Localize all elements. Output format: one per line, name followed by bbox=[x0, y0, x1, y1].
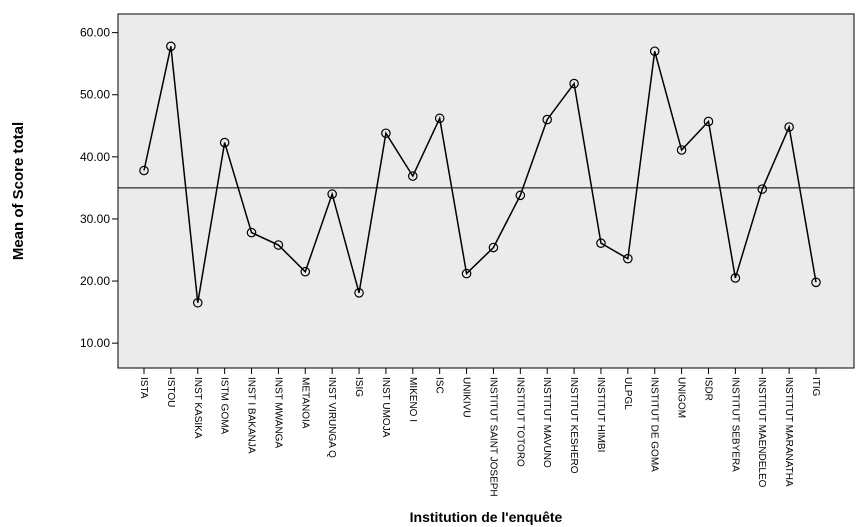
data-point bbox=[273, 240, 284, 250]
x-tick-label: UNIGOM bbox=[676, 377, 687, 418]
data-point bbox=[139, 165, 149, 176]
data-point bbox=[649, 46, 660, 57]
x-tick-label: INSTITUT SAINT JOSEPH bbox=[487, 377, 498, 497]
y-tick-label: 20.00 bbox=[80, 274, 110, 288]
data-point bbox=[623, 253, 633, 264]
x-tick-label: INSTITUT TOTORO bbox=[514, 377, 525, 467]
x-tick-label: INST UMOJA bbox=[380, 377, 391, 438]
plot-area bbox=[117, 13, 855, 369]
data-point bbox=[246, 227, 257, 238]
data-point bbox=[434, 113, 445, 124]
series-line bbox=[143, 46, 817, 303]
data-points bbox=[139, 41, 821, 308]
x-tick-label: ISTM GOMA bbox=[219, 377, 230, 435]
x-tick-label: INSTITUT DE GOMA bbox=[649, 377, 660, 472]
x-tick-label: UNIKIVU bbox=[461, 377, 472, 418]
x-tick-label: INST I BAKANJA bbox=[246, 377, 257, 454]
x-tick-label: INSTITUT MAENDELEO bbox=[756, 377, 767, 488]
data-point bbox=[192, 297, 203, 308]
y-axis: 10.00 20.00 30.00 40.00 50.00 60.00 bbox=[80, 26, 118, 350]
data-point bbox=[596, 238, 606, 248]
y-tick-label: 40.00 bbox=[80, 150, 110, 164]
data-point bbox=[381, 128, 391, 139]
data-point bbox=[407, 171, 418, 181]
data-point bbox=[515, 190, 526, 201]
x-tick-label: ISDR bbox=[702, 377, 713, 401]
x-tick-label: INSTITUT MAVUNO bbox=[541, 377, 552, 468]
x-tick-label: METANOIA bbox=[299, 377, 310, 429]
x-tick-label: INST KASIKA bbox=[192, 377, 203, 439]
data-point bbox=[757, 184, 768, 194]
data-point bbox=[569, 78, 579, 89]
x-tick-label: INSTITUT SEBYERA bbox=[729, 377, 740, 472]
x-tick-label: ULPGL bbox=[622, 377, 633, 410]
x-axis-title: Institution de l'enquête bbox=[410, 509, 563, 525]
x-tick-label: INST MWANGA bbox=[272, 377, 283, 448]
data-point bbox=[811, 277, 821, 288]
y-tick-label: 10.00 bbox=[80, 336, 110, 350]
data-point bbox=[327, 189, 337, 199]
y-tick-label: 60.00 bbox=[80, 26, 110, 40]
y-tick-label: 50.00 bbox=[80, 88, 110, 102]
x-tick-label: INSTITUT KESHERO bbox=[568, 377, 579, 474]
y-axis-title: Mean of Score total bbox=[10, 122, 27, 260]
data-point bbox=[488, 242, 499, 253]
data-point bbox=[166, 41, 176, 52]
x-tick-label: INSTITUT MARANATHA bbox=[783, 377, 794, 487]
x-tick-label: ISTOU bbox=[165, 377, 176, 407]
x-axis: ISTA ISTOU INST KASIKA ISTM GOMA INST I BAKA… bbox=[138, 368, 821, 497]
data-point bbox=[784, 122, 794, 132]
data-point bbox=[703, 116, 714, 127]
data-point bbox=[354, 288, 364, 298]
data-point bbox=[300, 266, 311, 277]
data-point bbox=[676, 145, 687, 155]
x-tick-label: MIKENO I bbox=[407, 377, 418, 422]
data-point bbox=[730, 273, 741, 283]
data-point bbox=[461, 268, 472, 279]
x-tick-label: ISC bbox=[434, 377, 445, 394]
data-point bbox=[219, 137, 230, 148]
x-tick-label: ISIG bbox=[353, 377, 364, 397]
x-tick-label: INST VIRUNGA Q bbox=[326, 377, 337, 458]
x-tick-label: ISTA bbox=[138, 377, 149, 399]
x-tick-label: ITIG bbox=[810, 377, 821, 397]
data-point bbox=[542, 114, 552, 125]
y-tick-label: 30.00 bbox=[80, 212, 110, 226]
x-tick-label: INSTITUT HIMBI bbox=[595, 377, 606, 452]
